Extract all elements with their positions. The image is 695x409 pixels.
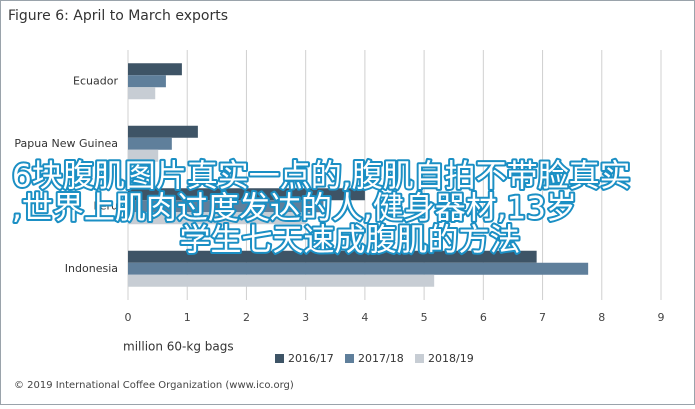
bar — [128, 188, 365, 201]
y-tick-label: Peru — [93, 199, 118, 212]
x-tick-label: 9 — [658, 311, 665, 324]
x-tick-label: 5 — [421, 311, 428, 324]
bar — [128, 262, 589, 275]
bar — [128, 63, 182, 76]
x-tick-label: 8 — [598, 311, 605, 324]
x-tick-label: 2 — [243, 311, 250, 324]
x-tick-label: 4 — [361, 311, 368, 324]
y-tick-label: Ecuador — [73, 74, 118, 87]
x-tick-label: 7 — [539, 311, 546, 324]
overlay: 6块腹肌图片真实一点的,腹肌自拍不带脸真实 ,世界上肌肉过度发达的人,健身器材,… — [10, 157, 633, 261]
overlay-line: ,世界上肌肉过度发达的人,健身器材,13岁 — [12, 191, 577, 227]
x-tick-label: 6 — [480, 311, 487, 324]
legend-swatch — [415, 354, 424, 363]
bar — [128, 149, 159, 162]
legend-label: 2016/17 — [288, 352, 334, 365]
bar — [128, 87, 156, 100]
chart-title: Figure 6: April to March exports — [8, 8, 228, 24]
overlay-line: 学生七天速成腹肌的方法 — [180, 223, 521, 259]
bar — [128, 75, 166, 88]
source: © 2019 International Coffee Organization… — [14, 380, 294, 391]
bar — [128, 125, 198, 138]
legend-swatch — [345, 354, 354, 363]
legend-swatch — [275, 354, 284, 363]
bar — [128, 250, 537, 263]
plot: 0 1 2 3 4 5 6 7 8 9 Ecuador Papua New Guinea Peru Ind… — [14, 50, 665, 365]
x-tick-label: 1 — [184, 311, 191, 324]
y-tick-label: Papua New Guinea — [14, 137, 118, 150]
overlay-line: 6块腹肌图片真实一点的,腹肌自拍不带脸真实 — [12, 159, 631, 195]
bar — [128, 137, 172, 150]
legend-label: 2017/18 — [358, 352, 404, 365]
y-tick-label: Indonesia — [65, 262, 118, 275]
bar — [128, 274, 435, 287]
x-axis-label: million 60-kg bags — [123, 340, 234, 354]
x-tick-label: 3 — [302, 311, 309, 324]
bar — [128, 212, 306, 225]
x-tick-label: 0 — [125, 311, 132, 324]
legend-label: 2018/19 — [428, 352, 474, 365]
bar — [128, 200, 324, 213]
